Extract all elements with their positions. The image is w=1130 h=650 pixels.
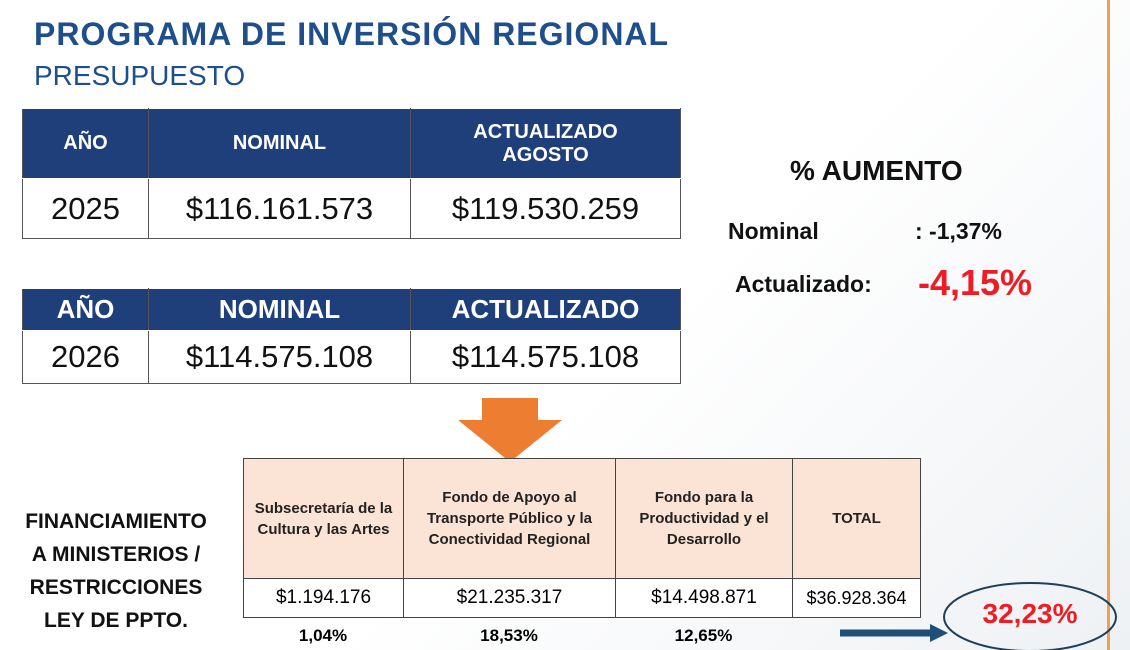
header-cell: TOTAL	[793, 459, 921, 579]
percent: 18,53%	[403, 626, 615, 646]
header-cell: Subsecretaría de la Cultura y las Artes	[244, 459, 404, 579]
total-percent: 32,23%	[944, 598, 1116, 630]
label-line: LEY DE PPTO.	[0, 604, 232, 637]
header-cell: Fondo para la Productividad y el Desarro…	[616, 459, 793, 579]
amount-cell: $14.498.871	[616, 579, 793, 618]
financing-table: Subsecretaría de la Cultura y las Artes …	[243, 458, 921, 618]
slide: PROGRAMA DE INVERSIÓN REGIONAL PRESUPUES…	[0, 0, 1130, 650]
down-arrow	[458, 398, 562, 462]
financing-label: FINANCIAMIENTO A MINISTERIOS / RESTRICCI…	[0, 505, 232, 637]
amount-cell: $1.194.176	[244, 579, 404, 618]
amount-cell: $21.235.317	[404, 579, 616, 618]
amount-cell: $36.928.364	[793, 579, 921, 618]
percent: 12,65%	[615, 626, 792, 646]
percent: 1,04%	[243, 626, 403, 646]
label-line: RESTRICCIONES	[0, 571, 232, 604]
label-line: FINANCIAMIENTO	[0, 505, 232, 538]
header-cell: Fondo de Apoyo al Transporte Público y l…	[404, 459, 616, 579]
label-line: A MINISTERIOS /	[0, 538, 232, 571]
